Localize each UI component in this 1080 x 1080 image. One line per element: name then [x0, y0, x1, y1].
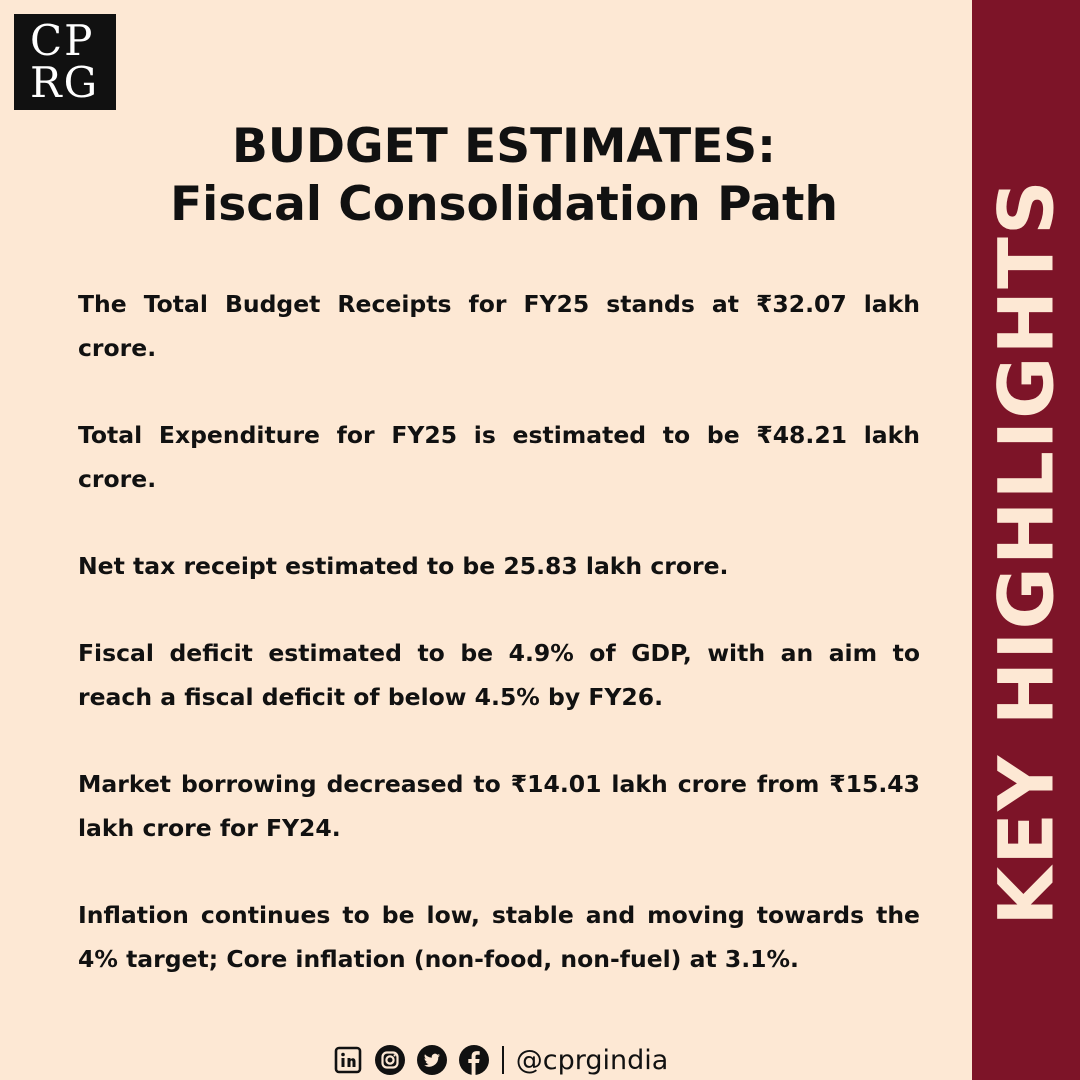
- highlight-fiscal-deficit: Fiscal deficit estimated to be 4.9% of G…: [78, 639, 920, 711]
- facebook-icon[interactable]: [458, 1044, 490, 1076]
- twitter-icon[interactable]: [416, 1044, 448, 1076]
- title-line-1: BUDGET ESTIMATES:: [232, 119, 776, 174]
- linkedin-icon[interactable]: [332, 1044, 364, 1076]
- social-footer: @cprgindia: [0, 1042, 1000, 1078]
- instagram-icon[interactable]: [374, 1044, 406, 1076]
- page-title: BUDGET ESTIMATES: Fiscal Consolidation P…: [0, 118, 1008, 234]
- cprg-logo: CP RG: [14, 14, 116, 110]
- footer-divider: [501, 1046, 504, 1074]
- highlights-list: The Total Budget Receipts for FY25 stand…: [78, 282, 920, 1024]
- social-handle[interactable]: @cprgindia: [515, 1044, 669, 1076]
- highlight-net-tax-receipt: Net tax receipt estimated to be 25.83 la…: [78, 552, 729, 580]
- logo-line-1: CP: [30, 16, 95, 65]
- highlight-total-receipts: The Total Budget Receipts for FY25 stand…: [78, 290, 920, 362]
- highlight-inflation: Inflation continues to be low, stable an…: [78, 901, 920, 973]
- sidebar-label: KEY HIGHLIGHTS: [981, 178, 1071, 926]
- logo-line-2: RG: [30, 58, 100, 107]
- title-line-2: Fiscal Consolidation Path: [170, 177, 838, 232]
- highlight-market-borrowing: Market borrowing decreased to ₹14.01 lak…: [78, 770, 920, 842]
- key-highlights-sidebar: KEY HIGHLIGHTS: [972, 0, 1080, 1080]
- highlight-total-expenditure: Total Expenditure for FY25 is estimated …: [78, 421, 920, 493]
